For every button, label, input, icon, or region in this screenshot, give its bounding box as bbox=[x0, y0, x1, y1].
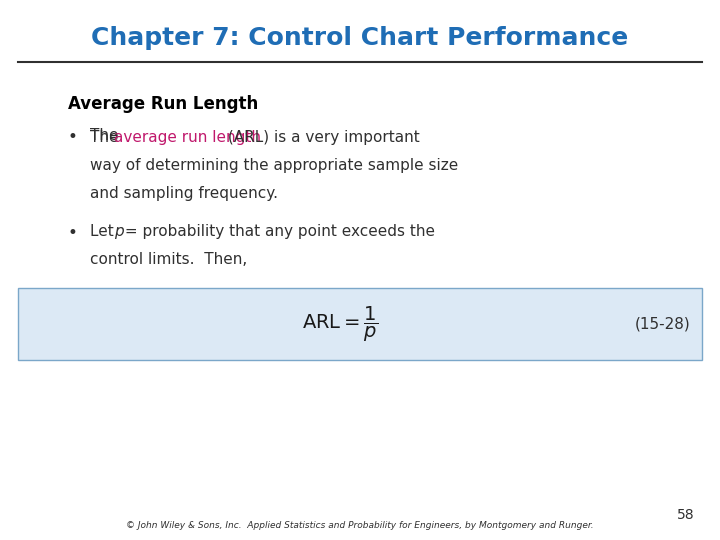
Text: way of determining the appropriate sample size: way of determining the appropriate sampl… bbox=[90, 158, 458, 173]
Text: The: The bbox=[90, 128, 123, 143]
Text: Average Run Length: Average Run Length bbox=[68, 95, 258, 113]
Text: Let: Let bbox=[90, 224, 119, 239]
Text: control limits.  Then,: control limits. Then, bbox=[90, 252, 247, 267]
Text: = probability that any point exceeds the: = probability that any point exceeds the bbox=[120, 224, 436, 239]
Text: 58: 58 bbox=[678, 508, 695, 522]
Text: (ARL) is a very important: (ARL) is a very important bbox=[223, 130, 420, 145]
Text: (15-28): (15-28) bbox=[634, 316, 690, 332]
Bar bbox=[18, 288, 702, 360]
Text: average run length: average run length bbox=[114, 130, 261, 145]
Text: The: The bbox=[90, 130, 123, 145]
Text: and sampling frequency.: and sampling frequency. bbox=[90, 186, 278, 201]
Text: p: p bbox=[114, 224, 124, 239]
Text: •: • bbox=[68, 128, 78, 146]
Text: $\mathrm{ARL} = \dfrac{1}{p}$: $\mathrm{ARL} = \dfrac{1}{p}$ bbox=[302, 305, 378, 343]
Text: •: • bbox=[68, 224, 78, 242]
Text: © John Wiley & Sons, Inc.  Applied Statistics and Probability for Engineers, by : © John Wiley & Sons, Inc. Applied Statis… bbox=[126, 521, 594, 530]
Text: Chapter 7: Control Chart Performance: Chapter 7: Control Chart Performance bbox=[91, 26, 629, 50]
